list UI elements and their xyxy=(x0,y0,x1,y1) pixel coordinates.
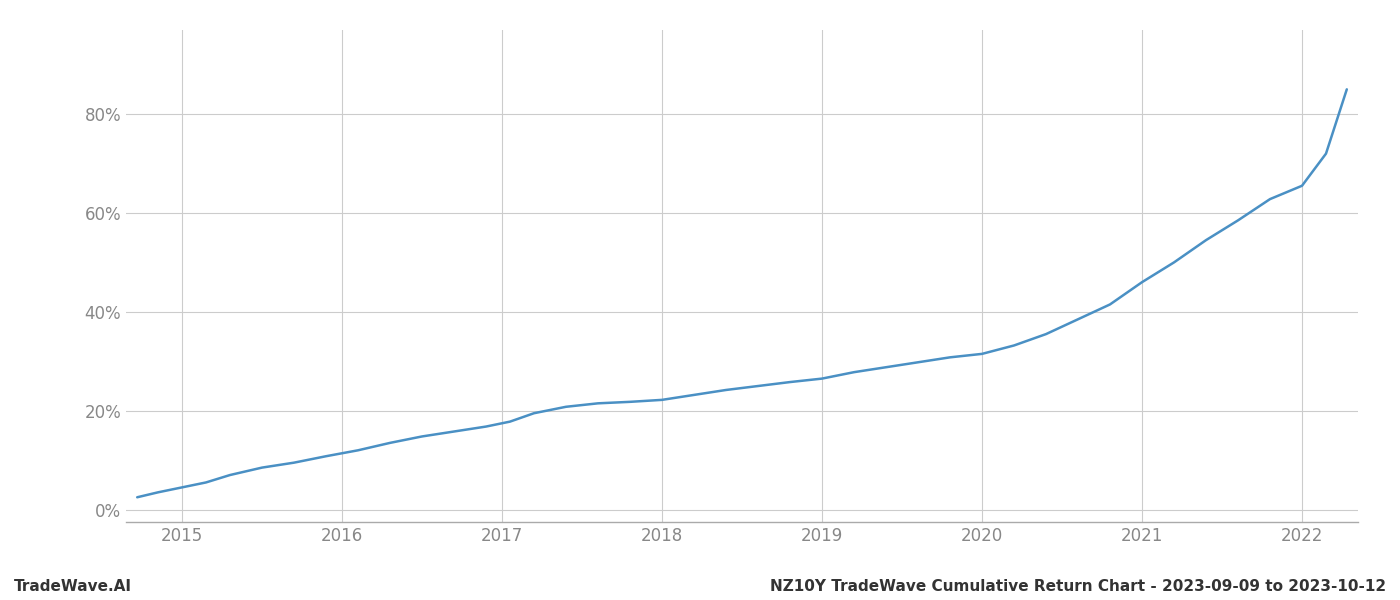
Text: NZ10Y TradeWave Cumulative Return Chart - 2023-09-09 to 2023-10-12: NZ10Y TradeWave Cumulative Return Chart … xyxy=(770,579,1386,594)
Text: TradeWave.AI: TradeWave.AI xyxy=(14,579,132,594)
